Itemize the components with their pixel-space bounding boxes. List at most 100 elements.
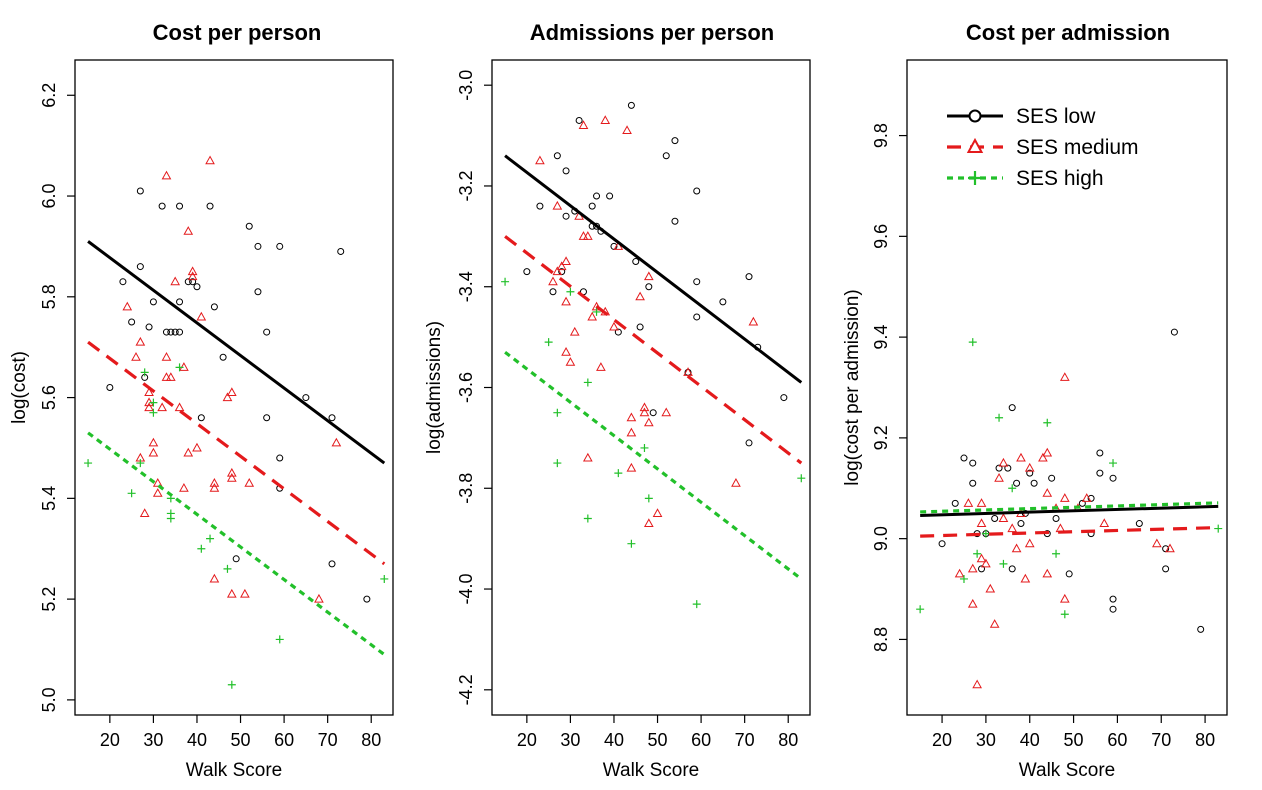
point-low	[693, 278, 701, 286]
point-low	[162, 328, 170, 336]
y-axis-label: log(admissions)	[424, 321, 445, 454]
x-tick-label: 20	[100, 730, 120, 750]
point-medium	[183, 447, 194, 457]
point-high	[627, 539, 636, 548]
fit-line-high	[920, 501, 1219, 514]
point-medium	[240, 588, 250, 598]
point-low	[562, 167, 570, 175]
x-tick-label: 70	[735, 730, 755, 750]
point-low	[1096, 469, 1104, 477]
point-high	[583, 514, 592, 523]
x-tick-label: 40	[187, 730, 207, 750]
point-medium	[661, 407, 672, 417]
y-tick-label: -4.0	[456, 574, 476, 605]
point-medium	[561, 347, 571, 356]
point-medium	[1165, 543, 1175, 553]
point-low	[337, 247, 345, 255]
point-medium	[222, 392, 233, 402]
point-low	[176, 202, 184, 210]
point-medium	[548, 276, 558, 286]
legend-label-low: SES low	[1016, 105, 1096, 128]
x-axis: 20 30 40 50 60 70 80	[100, 714, 381, 750]
y-tick-label: 6.0	[39, 184, 59, 209]
point-low	[1030, 479, 1038, 487]
point-high	[380, 574, 389, 583]
y-axis: 8.8 9.0 9.2 9.4 9.6 9.8	[871, 123, 907, 652]
point-low	[119, 278, 127, 286]
x-tick-label: 30	[560, 730, 580, 750]
plot-frame	[74, 59, 394, 716]
point-low	[167, 328, 175, 336]
point-low	[1162, 565, 1170, 573]
x-tick-label: 50	[231, 730, 251, 750]
point-medium	[596, 362, 606, 371]
point-low	[276, 454, 284, 462]
point-high	[1043, 418, 1052, 427]
point-medium	[209, 483, 220, 492]
point-high	[175, 363, 184, 372]
point-low	[1026, 469, 1034, 477]
point-low	[263, 328, 271, 336]
point-low	[649, 409, 657, 417]
point-medium	[748, 316, 759, 326]
point-medium	[196, 311, 207, 321]
fit-line-low	[920, 504, 1219, 517]
point-low	[671, 137, 679, 145]
point-medium	[985, 583, 996, 593]
point-medium	[205, 155, 215, 165]
fit-line-low	[504, 154, 803, 384]
x-tick-label: 70	[318, 730, 338, 750]
point-medium	[226, 588, 237, 598]
y-tick-label: 6.2	[39, 83, 59, 108]
panel-title: Admissions per person	[530, 20, 775, 45]
point-medium	[183, 226, 194, 235]
point-low	[693, 187, 701, 195]
x-tick-label: 80	[778, 730, 798, 750]
x-tick-label: 60	[274, 730, 294, 750]
point-medium	[967, 598, 978, 608]
point-medium	[954, 568, 965, 578]
fit-line-medium	[920, 525, 1219, 538]
x-axis-label: Walk Score	[603, 760, 699, 781]
panel-title: Cost per admission	[966, 20, 1170, 45]
point-low	[1008, 404, 1016, 412]
point-medium	[731, 478, 741, 487]
point-high	[149, 408, 158, 417]
y-tick-label: 9.4	[871, 325, 891, 350]
series-medium	[535, 115, 759, 528]
x-tick-label: 60	[1107, 730, 1127, 750]
point-medium	[122, 301, 133, 311]
point-medium	[582, 231, 593, 240]
point-medium	[1042, 447, 1053, 457]
panel-1: Cost per person 20 30 40 50 60 70 80 Walk Score 5…	[9, 20, 394, 781]
point-medium	[561, 296, 571, 306]
point-medium	[139, 508, 150, 517]
legend: SES low SES medium SES high	[947, 105, 1139, 190]
point-high	[149, 398, 158, 407]
point-low	[1109, 605, 1117, 613]
x-axis: 20 30 40 50 60 70 80	[932, 714, 1215, 750]
point-low	[176, 328, 184, 336]
series-high	[84, 363, 389, 689]
fit-line-medium	[504, 235, 803, 465]
point-high	[692, 600, 701, 609]
point-low	[189, 278, 197, 286]
point-low	[206, 202, 214, 210]
point-medium	[174, 402, 185, 412]
point-high	[999, 559, 1008, 568]
point-medium	[1020, 573, 1031, 583]
point-high	[995, 413, 1004, 422]
legend-label-high: SES high	[1016, 167, 1104, 190]
point-low	[562, 212, 570, 220]
point-low	[1048, 474, 1056, 482]
point-medium	[578, 120, 589, 129]
point-medium	[1011, 543, 1022, 553]
x-tick-label: 40	[1020, 730, 1040, 750]
point-high	[1214, 524, 1223, 533]
point-high	[583, 378, 592, 387]
series-low	[106, 187, 371, 603]
point-low	[951, 499, 959, 507]
point-medium	[1059, 593, 1070, 603]
point-low	[745, 439, 753, 447]
point-medium	[152, 488, 163, 497]
